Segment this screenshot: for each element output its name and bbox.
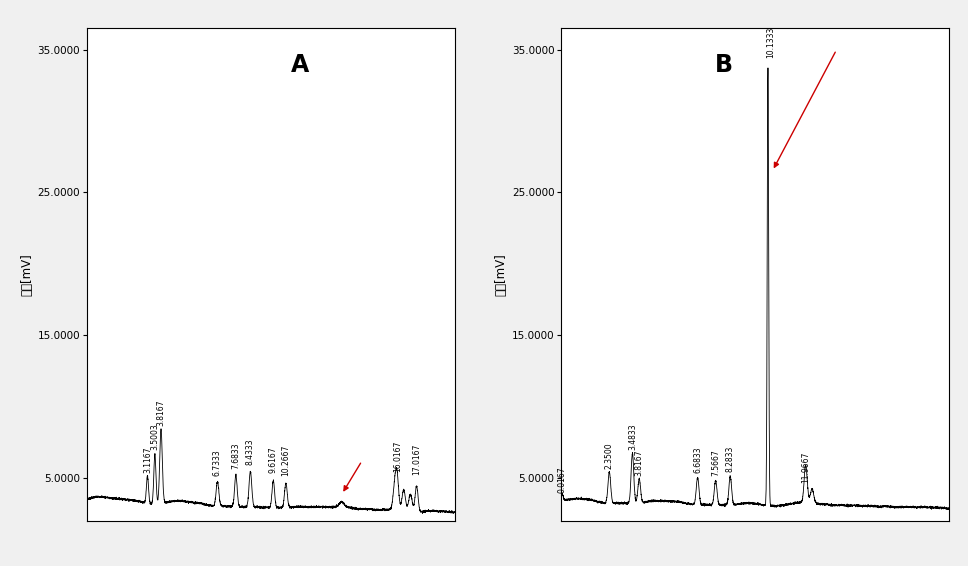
Text: 16.0167: 16.0167 <box>393 440 402 472</box>
Text: 6.6833: 6.6833 <box>693 447 702 473</box>
Text: 3.1167: 3.1167 <box>143 447 152 473</box>
Text: 3.8167: 3.8167 <box>157 400 166 426</box>
Y-axis label: 전압[mV]: 전압[mV] <box>495 253 507 296</box>
Text: 3.5003: 3.5003 <box>150 424 160 451</box>
Text: 6.7333: 6.7333 <box>213 449 222 476</box>
Text: 3.8167: 3.8167 <box>635 450 644 476</box>
Text: 8.2833: 8.2833 <box>726 445 735 472</box>
Text: 3.4833: 3.4833 <box>628 424 637 451</box>
Text: B: B <box>715 53 733 77</box>
Text: 9.6167: 9.6167 <box>269 447 278 473</box>
Text: 2.3500: 2.3500 <box>605 443 614 469</box>
Text: 8.4333: 8.4333 <box>246 438 255 465</box>
Text: 7.6833: 7.6833 <box>231 443 240 469</box>
Text: 7.5667: 7.5667 <box>711 449 720 476</box>
Text: 10.2667: 10.2667 <box>282 445 290 476</box>
Y-axis label: 전압[mV]: 전압[mV] <box>20 253 33 296</box>
Text: 11.9667: 11.9667 <box>801 452 810 483</box>
Text: 0.0167: 0.0167 <box>558 467 566 494</box>
Text: 10.1333: 10.1333 <box>766 27 775 58</box>
Text: A: A <box>291 53 310 77</box>
Text: 17.0167: 17.0167 <box>412 443 421 475</box>
